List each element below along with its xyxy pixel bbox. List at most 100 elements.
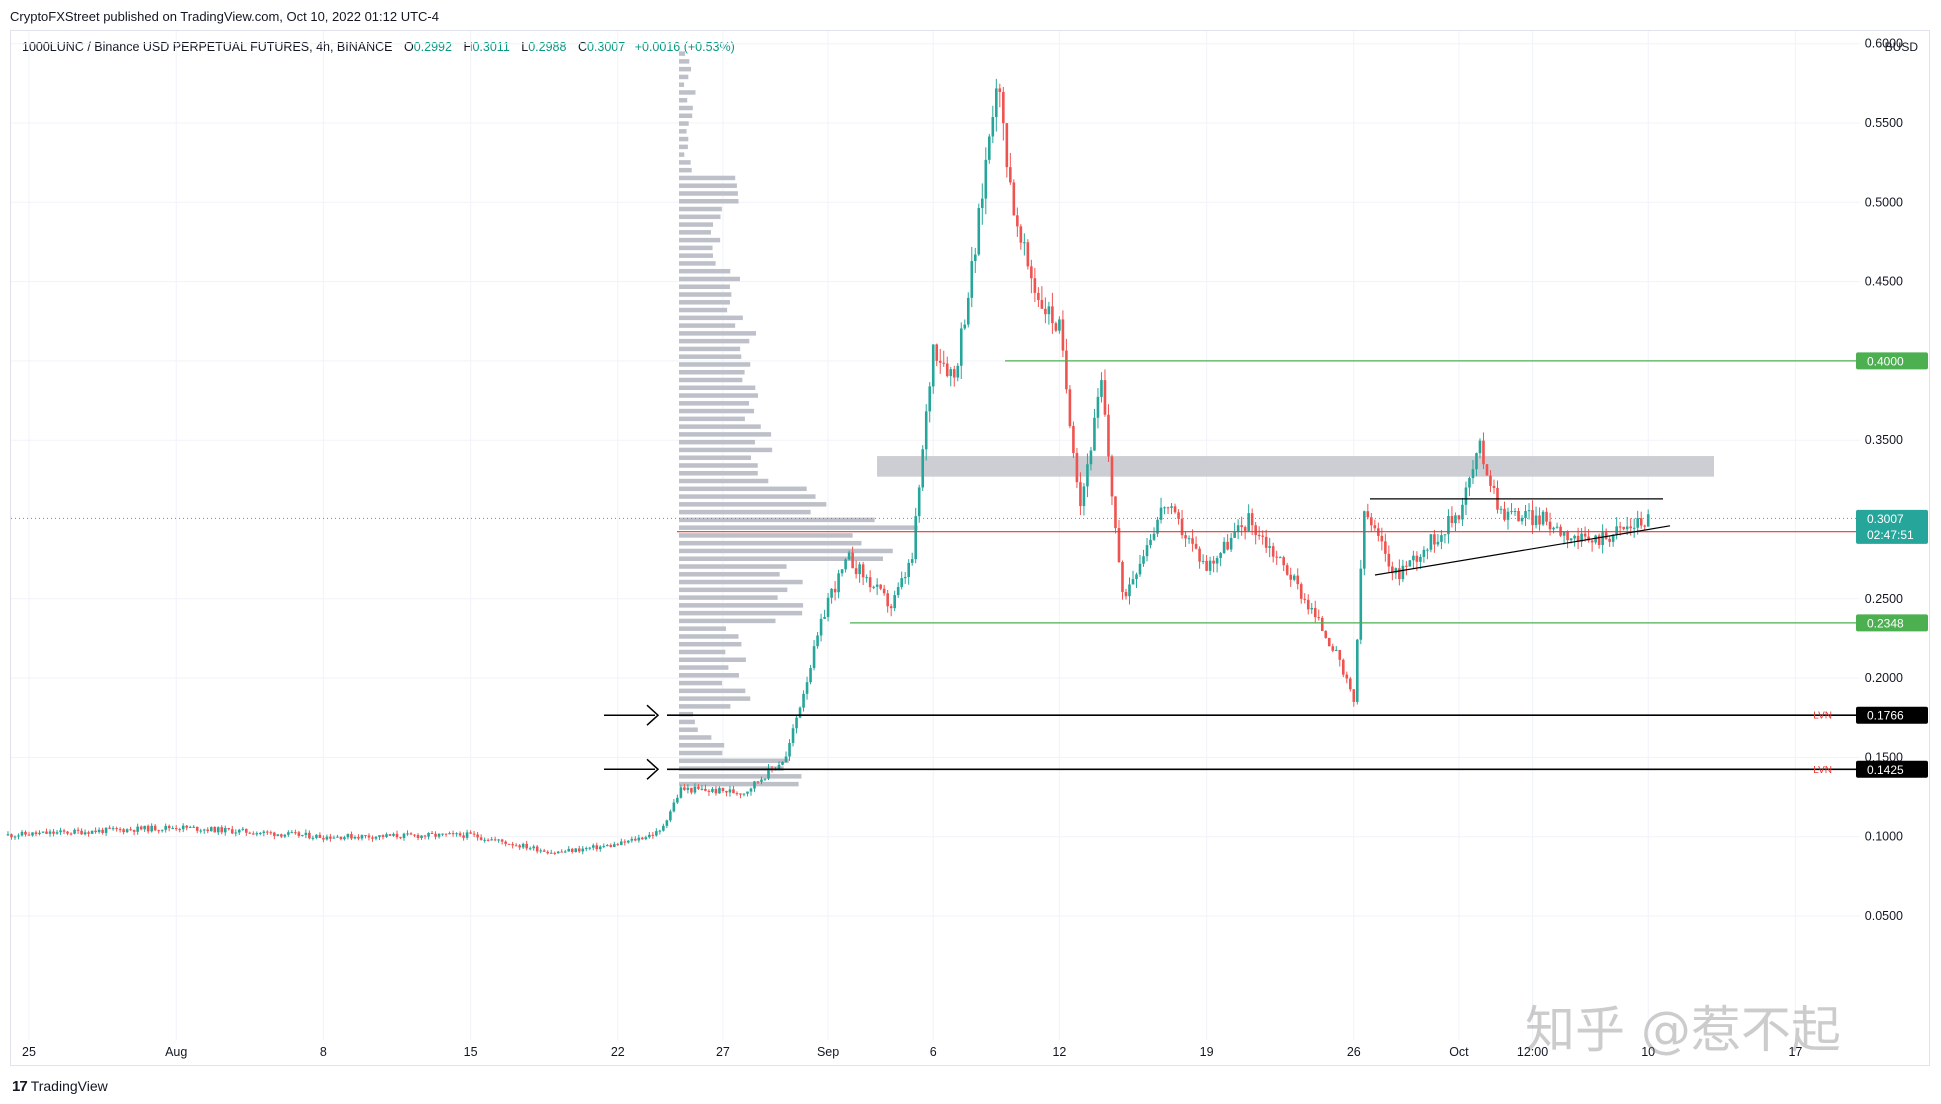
- candle-body: [164, 825, 167, 830]
- x-tick-label: 27: [716, 1045, 730, 1059]
- candle-body: [346, 834, 350, 838]
- candle-body: [567, 848, 571, 852]
- candle-body: [469, 832, 472, 834]
- volume-profile-bar: [679, 401, 750, 406]
- candle-body: [1461, 504, 1464, 520]
- y-tick-label: 0.4500: [1865, 275, 1903, 289]
- candle-body: [791, 728, 795, 744]
- candle-body: [1478, 440, 1482, 454]
- candle-body: [1180, 518, 1184, 536]
- candle-body: [995, 88, 998, 118]
- volume-profile-bar: [679, 97, 688, 103]
- x-tick-label: 17: [1788, 1045, 1802, 1059]
- volume-profile-bar: [679, 657, 746, 663]
- candle-body: [1492, 485, 1496, 488]
- volume-profile-bar: [679, 253, 713, 258]
- candle-body: [1576, 535, 1580, 542]
- candle-body: [1208, 560, 1212, 571]
- candle-body: [97, 829, 101, 833]
- candle-body: [1359, 568, 1363, 640]
- tradingview-logo[interactable]: 17 TradingView: [12, 1078, 108, 1095]
- volume-profile-bar: [679, 338, 750, 344]
- x-tick-label: 12:00: [1517, 1045, 1548, 1059]
- candle-body: [1261, 535, 1264, 537]
- candle-body: [1247, 513, 1250, 531]
- candle-body: [1405, 565, 1408, 567]
- volume-profile-bar: [679, 237, 721, 243]
- candle-body: [1219, 552, 1222, 559]
- candle-body: [1163, 507, 1166, 509]
- candle-body: [1618, 526, 1622, 528]
- candle-body: [1089, 450, 1093, 465]
- candle-body: [1391, 566, 1394, 574]
- candle-body: [924, 411, 928, 450]
- candle-body: [230, 829, 234, 834]
- y-tick-label: 0.5000: [1865, 195, 1903, 209]
- y-tick-label: 0.6000: [1865, 37, 1903, 51]
- candle-body: [1457, 515, 1461, 520]
- candle-body: [199, 830, 203, 832]
- volume-profile-bar: [679, 680, 723, 686]
- price-badge: [1856, 760, 1928, 778]
- candle-body: [1450, 516, 1454, 524]
- candle-body: [620, 841, 623, 846]
- candle-body: [308, 832, 311, 839]
- candle-body: [1198, 548, 1201, 562]
- candle-body: [669, 811, 672, 821]
- candle-body: [893, 595, 896, 609]
- candle-body: [1051, 306, 1054, 324]
- candle-body: [1058, 319, 1061, 331]
- candle-body: [998, 88, 1002, 93]
- candle-body: [1380, 535, 1384, 542]
- candle-body: [1422, 549, 1426, 557]
- candle-body: [188, 826, 192, 828]
- candle-body: [234, 832, 238, 834]
- volume-profile-bar: [679, 206, 722, 212]
- candle-body: [129, 829, 132, 831]
- volume-profile-bar: [679, 750, 723, 756]
- candle-body: [395, 833, 399, 838]
- candle-body: [812, 646, 816, 669]
- candle-body: [1257, 534, 1261, 536]
- candle-body: [237, 829, 241, 833]
- price-badge-label: 0.1766: [1867, 709, 1904, 723]
- candle-body: [108, 827, 111, 829]
- volume-profile-bar: [679, 105, 693, 111]
- candle-body: [1331, 646, 1335, 651]
- candle-body: [1566, 531, 1569, 541]
- candle-body: [549, 852, 553, 854]
- candle-body: [767, 768, 770, 779]
- candle-body: [760, 779, 763, 782]
- volume-profile-bar: [679, 307, 728, 313]
- candle-body: [13, 836, 17, 838]
- price-badge: [1856, 509, 1928, 544]
- candle-body: [1338, 650, 1342, 660]
- candle-body: [910, 559, 914, 563]
- volume-profile-bar: [679, 346, 741, 352]
- candle-body: [185, 825, 189, 828]
- candle-body: [1194, 543, 1198, 549]
- candle-body: [1275, 556, 1278, 558]
- candle-body: [714, 788, 718, 794]
- candle-body: [1398, 568, 1401, 580]
- candle-body: [609, 845, 613, 847]
- volume-profile-bar: [679, 129, 687, 134]
- candle-body: [329, 836, 332, 839]
- candle-body: [472, 833, 476, 835]
- candle-body: [136, 826, 139, 832]
- candle-body: [409, 833, 413, 835]
- candle-body: [209, 827, 213, 832]
- candle-body: [1552, 527, 1555, 530]
- chart-frame[interactable]: [10, 30, 1930, 1066]
- candle-body: [27, 834, 31, 836]
- candle-body: [854, 568, 858, 575]
- candle-body: [823, 616, 826, 619]
- candle-body: [1100, 380, 1103, 397]
- candle-body: [1348, 678, 1352, 690]
- volume-profile-bar: [679, 323, 736, 328]
- volume-profile-bar: [679, 66, 692, 72]
- candle-body: [840, 569, 844, 574]
- candle-body: [76, 829, 80, 831]
- candle-body: [1033, 278, 1037, 293]
